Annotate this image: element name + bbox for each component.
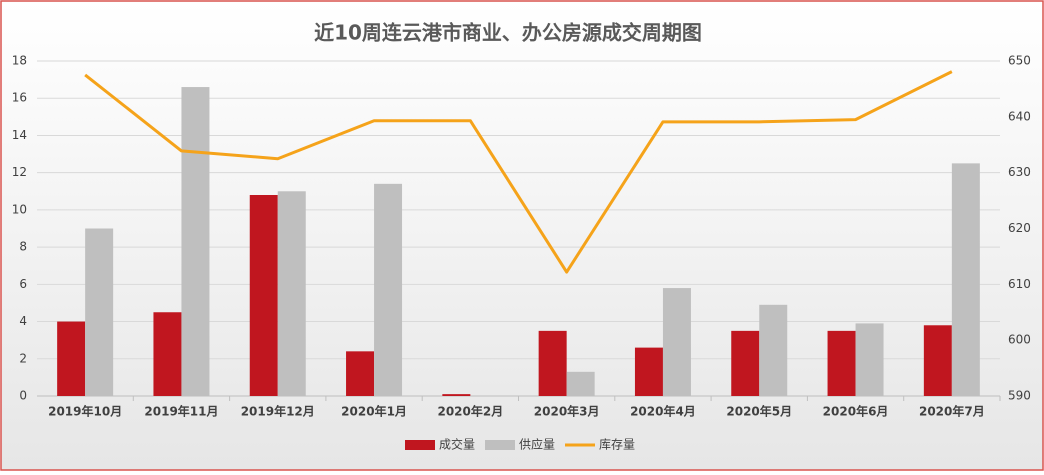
bar [442,394,471,396]
x-tick-label: 2020年7月 [919,404,985,419]
line [84,70,953,274]
y2-tick-label: 590 [1008,389,1031,403]
y-tick-label: 6 [19,277,27,291]
bar [662,288,691,396]
bar [827,330,856,396]
x-tick-label: 2020年3月 [534,404,600,419]
bar [731,330,760,396]
bar [759,304,788,396]
bar [181,87,210,397]
y2-tick-label: 640 [1008,109,1031,123]
y-tick-label: 0 [19,389,27,403]
x-tick-label: 2019年11月 [144,404,218,419]
x-tick-label: 2020年1月 [341,404,407,419]
y-tick-label: 8 [19,240,27,254]
y2-tick-label: 650 [1008,54,1031,68]
x-tick-label: 2020年4月 [630,404,696,419]
y-tick-label: 10 [12,202,27,216]
legend-label: 成交量 [439,437,475,452]
bar [153,312,182,396]
x-tick-label: 2020年2月 [437,404,503,419]
bar [855,323,884,396]
x-tick-label: 2020年6月 [823,404,889,419]
y2-tick-label: 600 [1008,333,1031,347]
y-tick-label: 4 [19,314,27,328]
y2-tick-label: 620 [1008,221,1031,235]
bar [57,321,86,396]
legend-swatch [485,440,515,450]
y-tick-label: 2 [19,351,27,365]
bar [923,325,952,396]
bar [538,330,567,396]
chart-title: 近10周连云港市商业、办公房源成交周期图 [314,21,702,45]
bar [951,163,980,396]
y-tick-label: 18 [12,54,27,68]
legend-swatch [405,440,435,450]
y-tick-label: 14 [12,128,27,142]
bar [85,228,114,396]
bar [249,195,278,396]
y-tick-label: 16 [12,91,27,105]
bar [374,183,403,396]
legend-label: 供应量 [519,437,555,452]
y2-tick-label: 630 [1008,165,1031,179]
legend-label: 库存量 [599,437,635,452]
bar [346,351,375,396]
y2-tick-label: 610 [1008,277,1031,291]
bar [566,371,595,396]
x-tick-label: 2019年10月 [48,404,122,419]
bar [277,191,306,396]
bar [634,347,663,396]
y-tick-label: 12 [12,165,27,179]
x-tick-label: 2020年5月 [726,404,792,419]
x-tick-label: 2019年12月 [241,404,315,419]
